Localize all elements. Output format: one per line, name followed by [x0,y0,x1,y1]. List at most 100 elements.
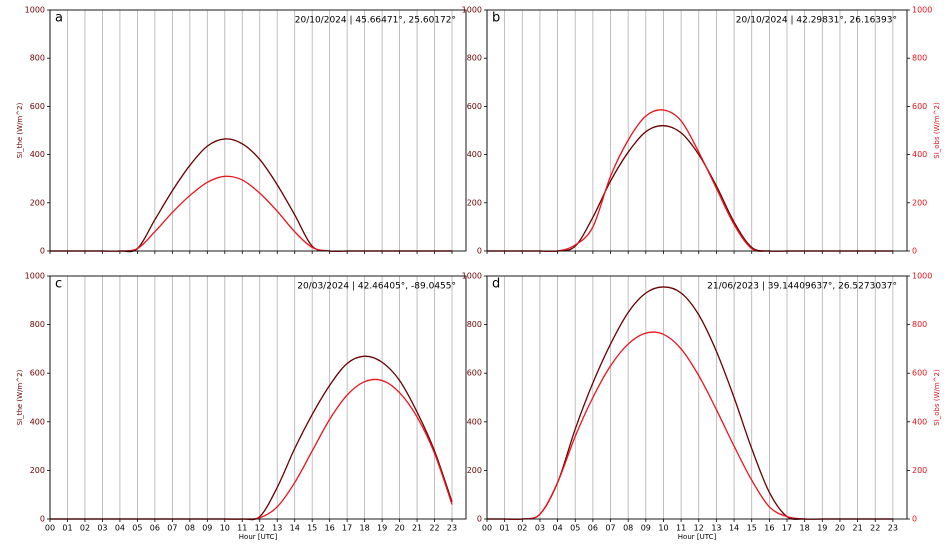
y-tick-label: 400 [467,150,482,159]
y-tick-label: 400 [467,417,482,426]
data-line [50,378,453,520]
data-line [50,175,453,252]
y2-tick-label: 800 [912,54,927,63]
y-tick-label: 0 [40,247,45,256]
y2-tick-label: 600 [912,369,927,378]
y-axis-label: SI_the (W/m^2) [16,102,24,158]
x-tick-label: 01 [500,524,510,533]
x-tick-label: 22 [429,524,439,533]
y2-axis-label: SI_obs (W/m^2) [933,102,941,159]
x-tick-label: 05 [132,524,142,533]
data-line [50,355,453,521]
y-tick-label: 200 [30,198,45,207]
x-tick-label: 12 [694,524,704,533]
y-tick-label: 800 [30,54,45,63]
data-line [487,286,893,521]
x-tick-label: 10 [220,524,230,533]
x-tick-label: 11 [237,524,247,533]
x-tick-label: 18 [800,524,810,533]
x-tick-label: 02 [80,524,90,533]
y2-axis-label: SI_obs (W/m^2) [933,369,941,426]
y-tick-label: 800 [467,320,482,329]
x-tick-label: 15 [747,524,757,533]
x-tick-label: 22 [870,524,880,533]
x-tick-label: 19 [377,524,387,533]
y2-tick-label: 200 [912,198,927,207]
x-tick-label: 08 [623,524,633,533]
y-tick-label: 600 [467,102,482,111]
x-tick-label: 13 [272,524,282,533]
x-tick-label: 06 [150,524,160,533]
y-tick-label: 400 [30,417,45,426]
panel-label: c [55,277,62,292]
data-line [50,138,453,253]
x-tick-label: 09 [202,524,212,533]
x-tick-label: 04 [115,524,125,533]
data-line [487,331,893,521]
y-tick-label: 600 [30,369,45,378]
x-tick-label: 11 [676,524,686,533]
x-tick-label: 04 [552,524,562,533]
x-tick-label: 14 [290,524,300,533]
x-tick-label: 20 [394,524,404,533]
annotation: 21/06/2023 | 39.14409637°, 26.5273037° [707,282,897,292]
y2-tick-label: 0 [912,515,917,524]
x-tick-label: 17 [782,524,792,533]
x-tick-label: 03 [97,524,107,533]
annotation: 20/10/2024 | 45.66471°, 25.60172° [295,16,456,26]
x-tick-label: 16 [325,524,335,533]
x-tick-label: 21 [412,524,422,533]
x-tick-label: 18 [360,524,370,533]
y2-tick-label: 200 [912,466,927,475]
y-tick-label: 800 [467,54,482,63]
y2-tick-label: 0 [912,247,917,256]
y2-tick-label: 800 [912,320,927,329]
x-tick-label: 23 [888,524,898,533]
y-tick-label: 800 [30,320,45,329]
x-tick-label: 21 [852,524,862,533]
x-axis-label: Hour [UTC] [678,533,717,541]
x-tick-label: 03 [535,524,545,533]
y-tick-label: 1000 [25,6,45,15]
annotation: 20/10/2024 | 42.29831°, 26.16393° [736,16,897,26]
x-tick-label: 23 [447,524,457,533]
y2-tick-label: 600 [912,102,927,111]
x-tick-label: 14 [729,524,739,533]
y2-tick-label: 1000 [912,272,932,281]
panel-label: d [492,277,500,292]
data-line [487,125,893,253]
y-tick-label: 0 [40,515,45,524]
y-tick-label: 0 [477,515,482,524]
x-tick-label: 17 [342,524,352,533]
y-tick-label: 1000 [25,272,45,281]
x-tick-label: 09 [641,524,651,533]
x-tick-label: 12 [255,524,265,533]
x-tick-label: 16 [764,524,774,533]
y2-tick-label: 1000 [912,6,932,15]
plot-frame [486,9,908,252]
y-tick-label: 0 [477,247,482,256]
x-tick-label: 01 [62,524,72,533]
x-tick-label: 00 [482,524,492,533]
y-tick-label: 600 [467,369,482,378]
y-tick-label: 1000 [462,6,482,15]
x-tick-label: 13 [711,524,721,533]
x-tick-label: 10 [658,524,668,533]
x-tick-label: 02 [517,524,527,533]
x-tick-label: 19 [817,524,827,533]
panel-label: a [55,11,63,26]
plot-frame [486,275,908,520]
y-tick-label: 200 [467,198,482,207]
y2-tick-label: 400 [912,150,927,159]
annotation: 20/03/2024 | 42.46405°, -89.0455° [297,282,456,292]
y-tick-label: 1000 [462,272,482,281]
panel-label: b [492,11,500,26]
y-tick-label: 400 [30,150,45,159]
x-tick-label: 05 [570,524,580,533]
x-tick-label: 08 [185,524,195,533]
data-line [487,109,893,253]
y-axis-label: SI_the (W/m^2) [16,369,24,425]
x-tick-label: 07 [605,524,615,533]
plot-frame [49,9,467,252]
